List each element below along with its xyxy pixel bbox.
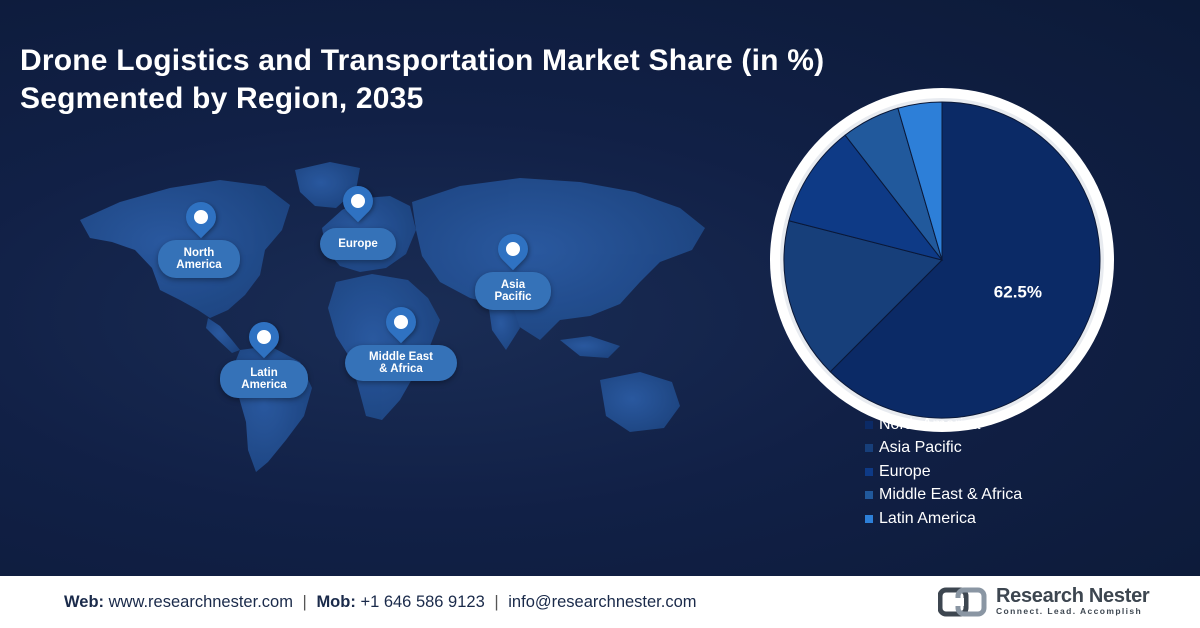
contact-info: Web: www.researchnester.com | Mob: +1 64… (64, 593, 697, 612)
region-label-latin-america: Latin America (220, 360, 308, 398)
legend-swatch (865, 491, 873, 500)
legend-item: Latin America (865, 507, 1022, 531)
legend-item: North America (865, 413, 1022, 437)
region-label-middle-east-africa: Middle East & Africa (345, 345, 457, 381)
legend-label: Latin America (879, 509, 976, 527)
pie-slice-latin-america (897, 101, 943, 261)
legend-swatch (865, 420, 873, 429)
pie-slice-asia-pacific (783, 220, 943, 373)
mob-number[interactable]: +1 646 586 9123 (360, 593, 485, 611)
region-label-asia-pacific: Asia Pacific (475, 272, 551, 310)
title-line-1: Drone Logistics and Transportation Marke… (20, 44, 825, 77)
separator: | (494, 593, 499, 611)
continent-asia (412, 178, 705, 340)
pie-slice-north-america (829, 101, 1101, 419)
brand-logo: Research Nester Connect. Lead. Accomplis… (938, 585, 1150, 617)
email-link[interactable]: info@researchnester.com (508, 593, 697, 611)
legend-label: Europe (879, 462, 931, 480)
continent-southeast-asia (560, 336, 620, 358)
mob-label: Mob: (316, 593, 356, 611)
continent-australia (600, 372, 680, 432)
web-label: Web: (64, 593, 105, 611)
pie-data-label: 62.5% (994, 282, 1042, 301)
legend-item: Middle East & Africa (865, 484, 1022, 508)
page-title: Drone Logistics and Transportation Marke… (20, 42, 824, 118)
brand-name: Research Nester (996, 585, 1150, 607)
legend-item: Asia Pacific (865, 437, 1022, 461)
chart-legend: North America Asia Pacific Europe Middle Ea… (865, 413, 1022, 531)
pie-slice-europe (788, 134, 944, 261)
web-link[interactable]: www.researchnester.com (108, 593, 293, 611)
legend-swatch (865, 444, 873, 453)
legend-label: Middle East & Africa (879, 486, 1023, 504)
continent-central-america (206, 318, 240, 353)
legend-swatch (865, 514, 873, 523)
infographic-main: Drone Logistics and Transportation Marke… (0, 0, 1200, 576)
pie-chart: 62.5% (770, 88, 1114, 432)
continent-india (488, 302, 520, 350)
research-nester-logo-icon (938, 587, 987, 616)
legend-item: Europe (865, 460, 1022, 484)
footer-bar: Web: www.researchnester.com | Mob: +1 64… (0, 576, 1200, 628)
legend-label: North America (879, 415, 981, 433)
legend-swatch (865, 467, 873, 476)
brand-tagline: Connect. Lead. Accomplish (996, 606, 1143, 616)
region-label-europe: Europe (320, 228, 396, 260)
region-label-north-america: North America (158, 240, 240, 278)
legend-label: Asia Pacific (879, 439, 962, 457)
separator: | (302, 593, 307, 611)
title-line-2: Segmented by Region, 2035 (20, 82, 424, 115)
